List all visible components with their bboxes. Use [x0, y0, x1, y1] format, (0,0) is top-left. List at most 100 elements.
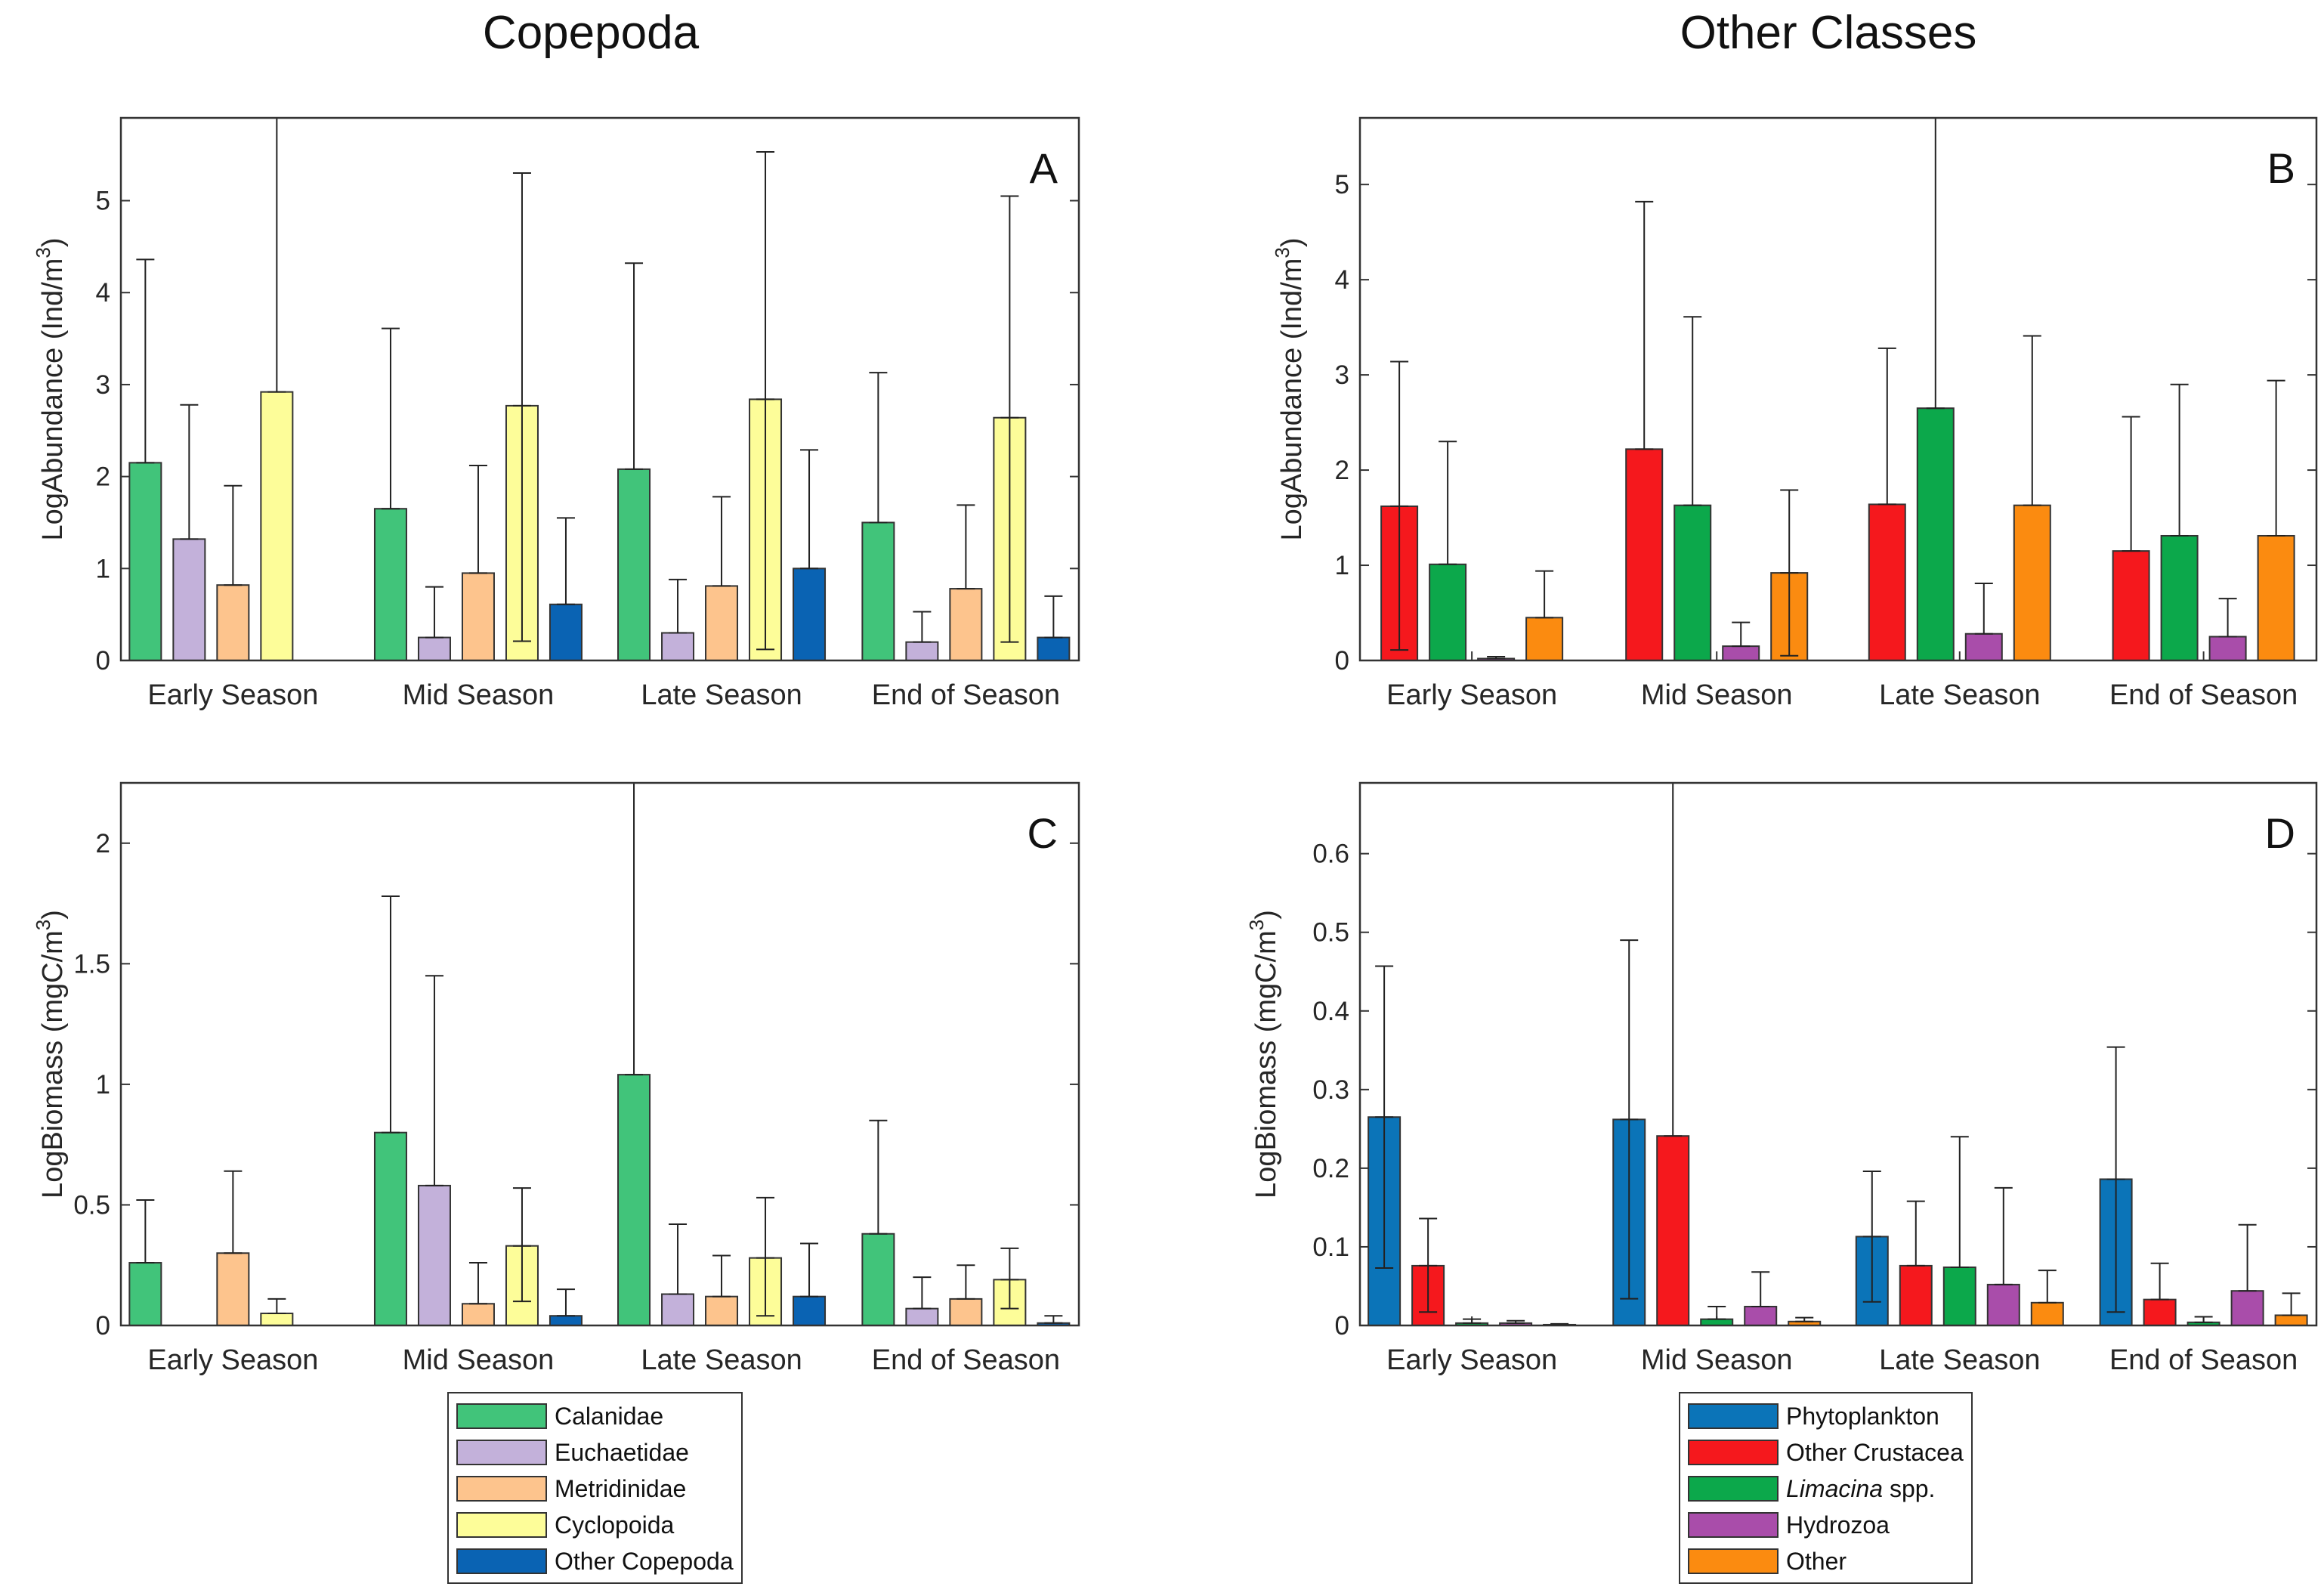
panel-letter: D — [2265, 809, 2295, 857]
bar — [128, 462, 162, 662]
legend-label: Other Crustacea — [1786, 1438, 1964, 1466]
y-tick-label: 5 — [1335, 170, 1349, 200]
legend-label: Limacina spp. — [1786, 1475, 1935, 1503]
legend-swatch — [1688, 1440, 1779, 1465]
legend-swatch — [1688, 1403, 1779, 1429]
x-category-label: Early Season — [147, 679, 318, 711]
chart-panel-c: 0 0.5 1 1.5 2 Early Season Mid Season Late Seas… — [32, 781, 1080, 1376]
legend-item: Hydrozoa — [1688, 1507, 1964, 1543]
bar — [128, 1262, 162, 1327]
legend-item: Other Copepoda — [456, 1543, 734, 1579]
x-category-label: End of Season — [872, 679, 1060, 711]
legend-swatch — [456, 1512, 547, 1538]
bar — [793, 568, 827, 662]
bar — [2030, 1301, 2064, 1326]
y-axis-label-sup: 3 — [1271, 247, 1293, 258]
bar — [549, 1315, 583, 1326]
plot-area: 0 1 2 3 4 5 Early Season Mid Season Late Season E… — [1271, 116, 2318, 711]
bar — [661, 632, 695, 661]
bar — [172, 538, 206, 662]
bar — [705, 585, 739, 662]
bar — [373, 508, 407, 661]
legend-label: Cyclopoida — [555, 1511, 675, 1539]
y-axis-label-end: ) — [1250, 910, 1282, 920]
bar — [1868, 503, 1906, 661]
legend-item: Metridinidae — [456, 1471, 734, 1507]
legend-item: Other Crustacea — [1688, 1434, 1964, 1471]
y-tick-label: 0.5 — [1312, 918, 1349, 948]
bar — [661, 1293, 695, 1327]
bar — [2230, 1290, 2264, 1326]
legend-label-rest: spp. — [1883, 1474, 1936, 1502]
bar — [2160, 534, 2199, 661]
legend-swatch — [456, 1440, 547, 1465]
bar — [793, 1295, 827, 1326]
x-category-label: Late Season — [641, 679, 802, 711]
legend-label: Other — [1786, 1547, 1847, 1575]
axes-box — [119, 116, 1080, 662]
legend-label: Euchaetidae — [555, 1438, 689, 1466]
bar — [861, 521, 895, 662]
x-category-label: Early Season — [1386, 679, 1557, 711]
y-tick-label: 5 — [96, 187, 110, 216]
y-tick-label: 1 — [1335, 551, 1349, 580]
y-axis-label: LogBiomass (mgC/m3) — [1245, 910, 1282, 1199]
y-tick-label: 1 — [96, 1070, 110, 1100]
y-tick-label: 0.5 — [73, 1190, 110, 1220]
legend-swatch — [456, 1403, 547, 1429]
y-tick-label: 4 — [96, 278, 110, 308]
chart-panel-b: 0 1 2 3 4 5 Early Season Mid Season Late Season E… — [1271, 116, 2318, 711]
y-tick-label: 4 — [1335, 265, 1349, 295]
y-tick-label: 1 — [96, 554, 110, 583]
legend-label: Phytoplankton — [1786, 1402, 1939, 1430]
bar — [1037, 636, 1071, 662]
bar — [905, 1307, 939, 1327]
bar — [1986, 1283, 2020, 1326]
bar — [861, 1233, 895, 1327]
bar — [373, 1131, 407, 1327]
bar — [1656, 1135, 1690, 1326]
legend-item: Euchaetidae — [456, 1434, 734, 1471]
y-tick-label: 0.3 — [1312, 1075, 1349, 1105]
y-tick-label: 0.1 — [1312, 1233, 1349, 1262]
y-tick-label: 0.4 — [1312, 997, 1349, 1026]
legend-item: Calanidae — [456, 1398, 734, 1434]
legend-label: Metridinidae — [555, 1474, 687, 1502]
bar — [260, 391, 294, 661]
chart-panel-a: 0 1 2 3 4 5 Early Season Mid Season Late Season E… — [32, 116, 1080, 711]
y-axis-label-end: ) — [1276, 237, 1308, 247]
y-axis-label: LogBiomass (mgC/m3) — [32, 910, 69, 1199]
y-axis-label: LogAbundance (Ind/m3) — [32, 237, 69, 540]
x-category-label: Late Season — [1879, 1344, 2040, 1376]
bar — [1899, 1264, 1933, 1327]
x-category-label: Mid Season — [1641, 679, 1793, 711]
chart-panel-d: 0 0.1 0.2 0.3 0.4 0.5 0.6 Early Season Mid Seaso… — [1245, 781, 2318, 1376]
legend-label: Hydrozoa — [1786, 1511, 1890, 1539]
x-category-label: Late Season — [641, 1344, 802, 1376]
y-axis-label-end: ) — [37, 910, 69, 920]
y-tick-label: 0.6 — [1312, 840, 1349, 869]
bar — [1942, 1266, 1976, 1327]
bar — [417, 1184, 451, 1326]
legend-swatch — [456, 1548, 547, 1574]
bar — [705, 1295, 739, 1326]
x-category-label: End of Season — [872, 1344, 1060, 1376]
y-tick-label: 0.2 — [1312, 1154, 1349, 1183]
panel-letter: C — [1028, 809, 1058, 857]
plot-area: 0 0.5 1 1.5 2 Early Season Mid Season Late Seas… — [32, 781, 1080, 1376]
bar — [461, 572, 495, 661]
bar — [1722, 645, 1760, 662]
y-tick-label: 1.5 — [73, 949, 110, 979]
bar — [461, 1303, 495, 1327]
bar — [1525, 617, 1564, 662]
bar — [2274, 1314, 2308, 1327]
y-tick-label: 2 — [96, 829, 110, 858]
plot-area: 0 1 2 3 4 5 Early Season Mid Season Late Season E… — [32, 116, 1080, 711]
bar — [949, 1298, 983, 1326]
bar — [2143, 1298, 2177, 1327]
legend-item: Phytoplankton — [1688, 1398, 1964, 1434]
y-axis-label-end: ) — [37, 237, 69, 247]
bar — [417, 636, 451, 662]
y-tick-label: 0 — [1335, 646, 1349, 676]
bar — [1916, 407, 1955, 661]
